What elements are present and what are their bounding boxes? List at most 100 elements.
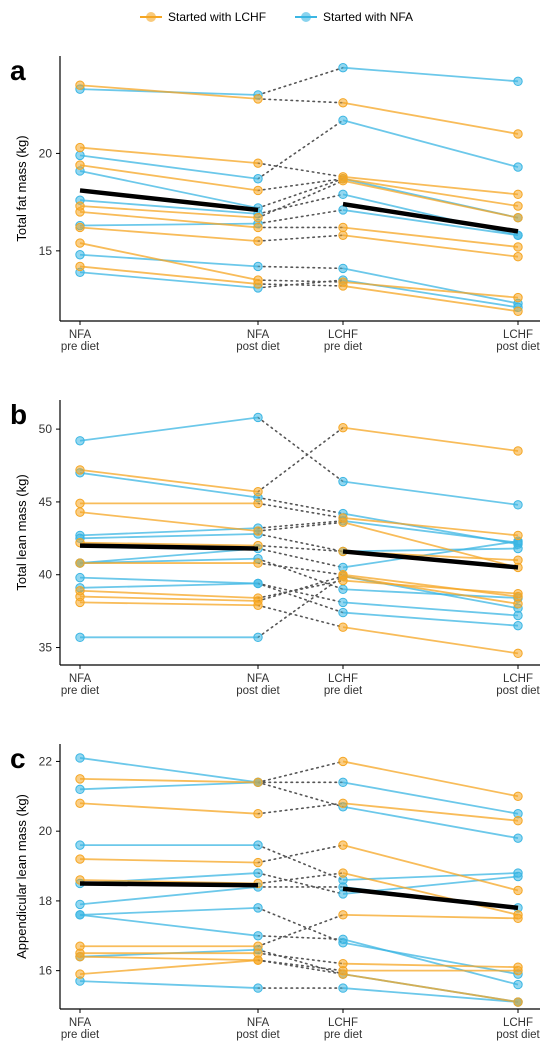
series-line-nfa-phase [79, 886, 259, 906]
washout-dotted-line [257, 544, 344, 553]
data-point [75, 507, 85, 517]
data-point [338, 910, 348, 920]
data-point [253, 857, 263, 868]
y-tick-label: 16 [39, 964, 53, 978]
series-line-nfa-phase [79, 164, 259, 192]
data-point [253, 558, 263, 568]
washout-dotted-line [257, 547, 344, 569]
washout-dotted-line [257, 575, 344, 639]
series-line-nfa-phase [79, 468, 259, 493]
data-point [75, 465, 85, 475]
data-point [513, 530, 523, 541]
series-line-lchf-phase [342, 913, 519, 920]
data-point [253, 809, 263, 819]
data-point [513, 189, 523, 200]
series-line-nfa-phase [79, 913, 259, 937]
x-tick-label: LCHF pre diet [324, 673, 363, 697]
data-point [253, 222, 263, 233]
series-line-lchf-phase [342, 517, 519, 537]
washout-dotted-line [257, 520, 344, 529]
washout-dotted-line [257, 177, 344, 209]
series-line-lchf-phase [342, 938, 519, 986]
series-line-nfa-phase [79, 547, 259, 564]
washout-dotted-line [257, 760, 344, 784]
washout-dotted-line [257, 872, 344, 885]
series-line-nfa-phase [79, 154, 259, 180]
data-point [513, 871, 523, 882]
y-tick-label: 40 [39, 568, 53, 582]
legend-swatch-nfa [295, 10, 317, 24]
data-point [253, 777, 263, 788]
series-line-lchf-phase [342, 626, 519, 655]
data-point [338, 840, 348, 850]
series-line-lchf-phase [342, 611, 519, 627]
series-line-nfa-phase [79, 582, 259, 589]
series-line-nfa-phase [79, 576, 259, 585]
washout-dotted-line [257, 162, 344, 178]
panel-letter: b [10, 399, 27, 430]
series-line-nfa-phase [79, 210, 259, 229]
series-line-lchf-phase [342, 226, 519, 248]
data-point [338, 205, 348, 215]
data-point [338, 934, 348, 944]
data-point [338, 584, 348, 594]
y-tick-label: 35 [39, 641, 53, 655]
washout-dotted-line [257, 416, 344, 483]
series-line-lchf-phase [342, 519, 519, 544]
series-line-lchf-phase [342, 579, 519, 595]
series-line-lchf-phase [342, 987, 519, 1003]
data-point [253, 94, 263, 104]
series-line-lchf-phase [342, 547, 519, 553]
data-point [513, 129, 523, 139]
legend-item-nfa: Started with NFA [295, 8, 413, 26]
data-point [338, 176, 348, 186]
data-point [253, 526, 263, 536]
series-line-nfa-phase [79, 226, 259, 243]
mean-line-nfa-phase [79, 881, 259, 888]
x-tick-label: NFA pre diet [61, 1017, 100, 1041]
series-line-lchf-phase [342, 588, 519, 599]
series-line-lchf-phase [342, 234, 519, 258]
data-point [338, 98, 348, 108]
data-point [338, 622, 348, 632]
panel-letter: c [10, 743, 26, 774]
data-point [513, 251, 523, 262]
washout-dotted-line [257, 582, 344, 604]
data-point [75, 572, 85, 583]
panel-c-appendicular-lean-mass: 16 18 20 22 NFA pre diet NFA post diet LCHF pre d… [10, 743, 541, 1041]
data-point [253, 983, 263, 993]
data-point [75, 436, 85, 446]
data-point [338, 983, 348, 993]
data-point [75, 910, 85, 920]
data-point [338, 281, 348, 291]
x-tick-label: NFA post diet [236, 1017, 280, 1041]
washout-dotted-line [257, 948, 344, 975]
data-point [338, 868, 348, 878]
panel-a-total-fat-mass: 15 20 NFA pre diet NFA post diet LCHF pre diet L… [10, 55, 541, 353]
data-point [513, 791, 523, 802]
y-tick-label: 50 [39, 422, 53, 436]
x-tick-label: LCHF post diet [496, 1017, 540, 1041]
series-line-lchf-phase [342, 480, 519, 506]
y-tick-label: 20 [39, 146, 53, 160]
washout-dotted-line [257, 802, 344, 815]
washout-dotted-line [257, 283, 344, 287]
washout-dotted-line [257, 844, 344, 864]
data-point [253, 158, 263, 168]
series-line-lchf-phase [342, 844, 519, 892]
washout-dotted-line [257, 872, 344, 895]
legend: Started with LCHF Started with NFA [0, 0, 550, 34]
data-point [338, 571, 348, 581]
series-line-nfa-phase [79, 265, 259, 285]
panel-b-total-lean-mass: 35 40 45 50 NFA pre diet NFA post diet LCHF pre d… [10, 399, 541, 697]
washout-dotted-line [257, 279, 344, 283]
panel-letter: a [10, 55, 26, 86]
series-line-lchf-phase [342, 575, 519, 605]
y-tick-label: 22 [39, 754, 53, 768]
data-point [513, 620, 523, 631]
data-point [338, 230, 348, 240]
data-point [338, 517, 348, 528]
series-line-lchf-phase [342, 973, 519, 1003]
data-point [75, 261, 85, 272]
legend-label-nfa: Started with NFA [323, 10, 414, 24]
